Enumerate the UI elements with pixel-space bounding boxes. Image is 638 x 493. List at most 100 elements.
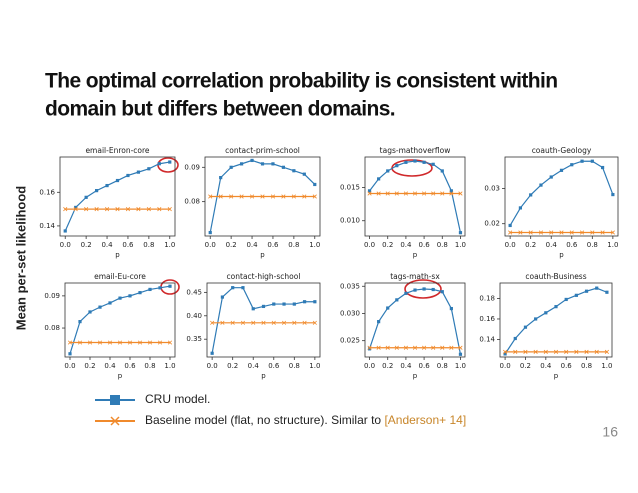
x-tick-label: 0.8 <box>288 241 299 249</box>
point <box>513 349 518 354</box>
point <box>376 191 381 196</box>
point <box>574 349 579 354</box>
point <box>73 207 78 212</box>
point <box>250 158 254 163</box>
x-axis-label: p <box>554 372 559 380</box>
point <box>395 164 399 168</box>
point <box>403 345 408 350</box>
series-line <box>211 287 315 354</box>
point <box>594 349 599 354</box>
point <box>564 297 568 302</box>
point <box>559 230 564 235</box>
plot-frame <box>64 282 176 358</box>
point <box>523 325 528 329</box>
point <box>539 183 543 187</box>
point <box>158 286 162 290</box>
point <box>431 287 435 292</box>
point <box>138 291 142 295</box>
point <box>239 162 244 166</box>
x-tick-label: 0.2 <box>520 362 531 370</box>
point <box>302 194 307 199</box>
chart-title: contact-prim-school <box>225 146 300 155</box>
x-tick-label: 0.4 <box>546 241 558 249</box>
point <box>77 340 83 345</box>
y-tick-label: 0.015 <box>340 184 360 192</box>
point <box>395 298 399 302</box>
x-tick-label: 0.0 <box>364 362 375 370</box>
y-tick-label: 0.010 <box>340 217 360 225</box>
point <box>167 340 173 345</box>
point <box>508 230 513 235</box>
point <box>564 349 569 354</box>
plot-frame <box>364 282 466 358</box>
point <box>449 345 454 350</box>
point <box>126 173 130 178</box>
point <box>115 178 120 183</box>
x-tick-label: 1.0 <box>455 241 466 249</box>
x-tick-label: 0.6 <box>122 241 134 249</box>
chart-title: coauth-Business <box>525 272 586 281</box>
plot-frame <box>364 156 466 237</box>
point <box>302 172 306 176</box>
point <box>544 311 548 315</box>
point <box>292 169 296 173</box>
point <box>533 349 538 354</box>
chart-title: contact-high-school <box>227 272 301 281</box>
point <box>115 207 120 212</box>
point <box>386 169 390 173</box>
point <box>440 290 444 294</box>
point <box>394 345 399 350</box>
point <box>220 295 225 299</box>
point <box>249 194 255 199</box>
point <box>549 175 553 179</box>
x-axis-label: p <box>413 372 418 380</box>
point <box>230 320 235 325</box>
point <box>458 352 463 356</box>
point <box>88 310 92 314</box>
x-tick-label: 1.0 <box>607 241 618 249</box>
point <box>104 207 110 212</box>
point <box>210 351 214 355</box>
point <box>108 301 112 305</box>
point <box>559 168 564 172</box>
x-tick-label: 0.6 <box>561 362 573 370</box>
point <box>292 302 296 306</box>
point <box>240 320 246 325</box>
x-tick-label: 1.0 <box>601 362 612 370</box>
y-tick-label: 0.09 <box>44 292 60 300</box>
x-tick-label: 0.2 <box>382 241 393 249</box>
point <box>219 176 223 180</box>
point <box>431 191 436 196</box>
point <box>210 320 215 325</box>
y-tick-label: 0.18 <box>479 294 495 302</box>
point <box>605 290 609 294</box>
plot-frame <box>59 156 176 237</box>
page-number: 16 <box>602 424 618 440</box>
point <box>367 345 372 350</box>
x-tick-label: 0.8 <box>587 241 598 249</box>
y-axis-label: Mean per-set likelihood <box>13 186 28 331</box>
point <box>118 296 122 300</box>
point <box>94 207 99 212</box>
point <box>431 162 435 166</box>
point <box>146 207 151 212</box>
x-tick-label: 0.4 <box>101 241 113 249</box>
point <box>168 160 172 164</box>
point <box>231 286 235 290</box>
x-tick-label: 0.4 <box>540 362 552 370</box>
series-line <box>69 285 171 354</box>
point <box>312 320 317 325</box>
point <box>431 345 436 350</box>
point <box>458 345 463 350</box>
point <box>534 317 538 321</box>
point <box>67 340 73 345</box>
point <box>271 162 275 166</box>
x-tick-label: 0.0 <box>64 362 75 370</box>
point <box>386 306 390 310</box>
point <box>84 195 88 199</box>
chart-title: email-Eu-core <box>94 272 146 281</box>
plot-frame <box>499 282 613 358</box>
point <box>518 230 523 235</box>
y-tick-label: 0.16 <box>479 315 495 323</box>
